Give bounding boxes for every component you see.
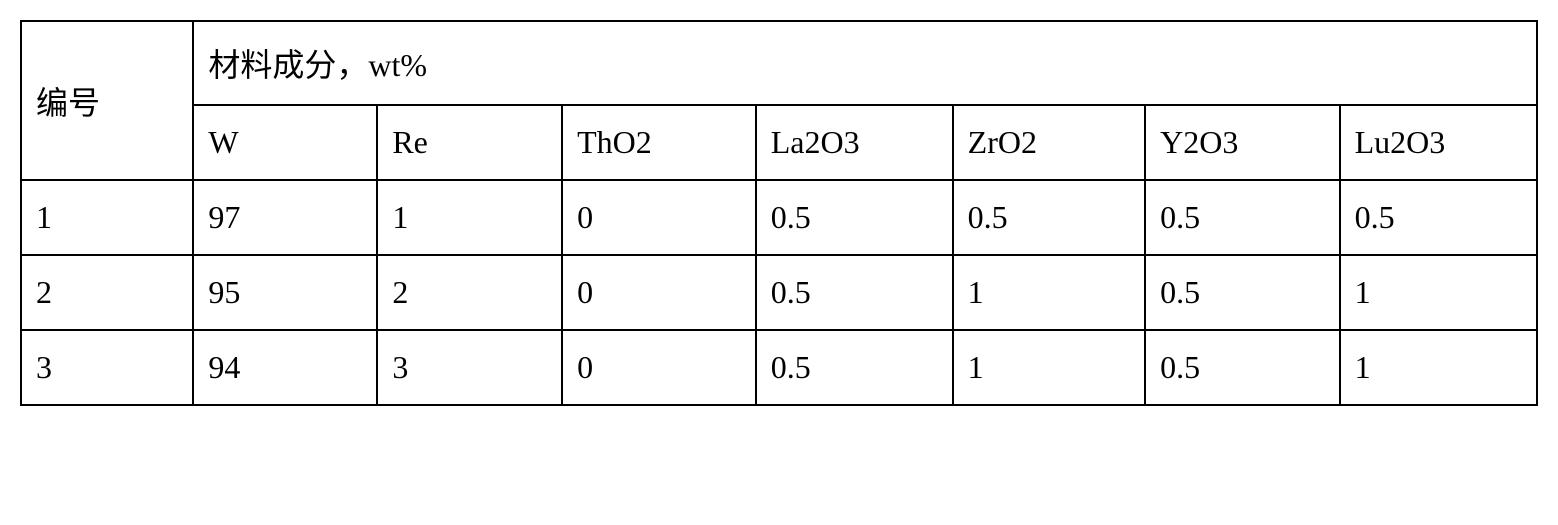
cell: 0.5 [1145,180,1339,255]
row-id: 3 [21,330,193,405]
cell: 0.5 [756,180,953,255]
cell: 1 [953,330,1145,405]
cell: 0 [562,255,756,330]
cell: 0 [562,330,756,405]
cell: 0.5 [953,180,1145,255]
cell: 2 [377,255,562,330]
table-row: 3 94 3 0 0.5 1 0.5 1 [21,330,1537,405]
header-col-5: Y2O3 [1145,105,1339,180]
header-group: 材料成分，wt% [193,21,1537,105]
header-col-4: ZrO2 [953,105,1145,180]
cell: 0 [562,180,756,255]
cell: 0.5 [1145,255,1339,330]
cell: 94 [193,330,377,405]
header-col-1: Re [377,105,562,180]
header-id: 编号 [21,21,193,180]
cell: 3 [377,330,562,405]
table-row: 1 97 1 0 0.5 0.5 0.5 0.5 [21,180,1537,255]
cell: 0.5 [1145,330,1339,405]
table-header-row-2: W Re ThO2 La2O3 ZrO2 Y2O3 Lu2O3 [21,105,1537,180]
cell: 1 [377,180,562,255]
cell: 97 [193,180,377,255]
cell: 0.5 [756,330,953,405]
table-row: 2 95 2 0 0.5 1 0.5 1 [21,255,1537,330]
cell: 1 [953,255,1145,330]
cell: 1 [1340,255,1537,330]
cell: 95 [193,255,377,330]
table-header-row-1: 编号 材料成分，wt% [21,21,1537,105]
cell: 0.5 [1340,180,1537,255]
header-col-3: La2O3 [756,105,953,180]
cell: 1 [1340,330,1537,405]
header-col-6: Lu2O3 [1340,105,1537,180]
cell: 0.5 [756,255,953,330]
row-id: 1 [21,180,193,255]
row-id: 2 [21,255,193,330]
header-col-2: ThO2 [562,105,756,180]
composition-table: 编号 材料成分，wt% W Re ThO2 La2O3 ZrO2 Y2O3 Lu… [20,20,1538,406]
header-col-0: W [193,105,377,180]
